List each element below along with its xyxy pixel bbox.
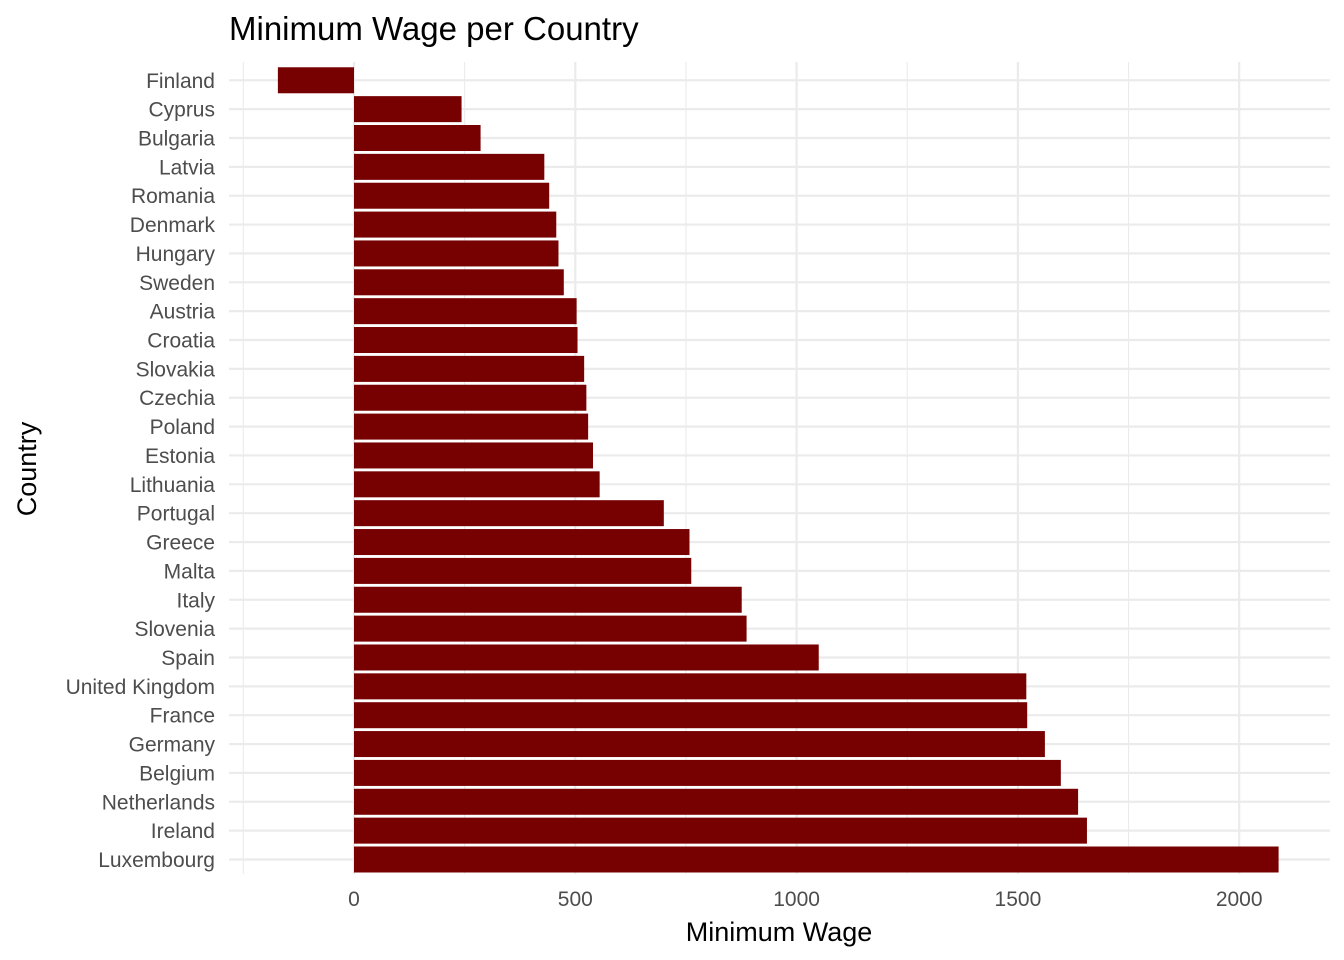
y-tick-label: Estonia xyxy=(145,445,215,468)
x-axis-title: Minimum Wage xyxy=(686,917,873,947)
bar xyxy=(354,153,545,180)
y-tick-label: Sweden xyxy=(139,272,215,295)
bar xyxy=(354,644,819,671)
bar xyxy=(354,731,1045,758)
bar xyxy=(354,125,481,151)
y-tick-label: Malta xyxy=(164,560,216,583)
x-tick-label: 1000 xyxy=(773,888,820,911)
y-tick-label: Czechia xyxy=(139,387,215,410)
y-tick-label: Luxembourg xyxy=(98,849,215,872)
y-tick-label: Greece xyxy=(146,532,215,555)
bar xyxy=(354,211,557,238)
y-tick-label: Netherlands xyxy=(102,791,215,814)
y-tick-label: France xyxy=(150,705,215,728)
bar xyxy=(354,673,1027,700)
y-tick-label: Italy xyxy=(176,589,215,612)
y-tick-label: Bulgaria xyxy=(138,128,215,151)
bar xyxy=(354,269,564,296)
y-axis-tick-labels: Luxembourg Ireland Netherlands Belgium Germa… xyxy=(66,70,216,872)
y-tick-label: Belgium xyxy=(139,762,215,785)
bar xyxy=(354,355,585,382)
bar xyxy=(354,846,1279,873)
bar xyxy=(354,586,742,613)
bar xyxy=(354,529,690,556)
bar xyxy=(354,298,577,325)
y-tick-label: Romania xyxy=(131,185,215,208)
bar xyxy=(354,788,1079,815)
bar xyxy=(354,471,600,498)
bar xyxy=(354,615,747,642)
y-tick-label: Lithuania xyxy=(130,474,216,497)
x-tick-label: 2000 xyxy=(1216,888,1263,911)
bar xyxy=(354,182,550,209)
y-tick-label: Spain xyxy=(161,647,215,670)
y-axis-title: Country xyxy=(12,421,42,516)
y-tick-label: Finland xyxy=(146,70,215,93)
bar xyxy=(354,96,462,123)
y-tick-label: Cyprus xyxy=(148,99,215,122)
bar xyxy=(277,67,354,94)
bar xyxy=(354,384,587,411)
y-tick-label: Poland xyxy=(150,416,215,439)
y-tick-label: Ireland xyxy=(151,820,215,843)
bar xyxy=(354,500,664,527)
y-tick-label: Portugal xyxy=(137,503,215,526)
bars xyxy=(277,67,1279,873)
bar xyxy=(354,557,692,584)
bar xyxy=(354,442,594,469)
bar xyxy=(354,702,1028,729)
x-tick-label: 1500 xyxy=(995,888,1042,911)
bar xyxy=(354,413,589,440)
y-tick-label: Germany xyxy=(129,734,216,757)
y-tick-label: Hungary xyxy=(136,243,216,266)
x-tick-label: 0 xyxy=(348,888,360,911)
bar xyxy=(354,759,1061,786)
bar xyxy=(354,817,1087,844)
y-tick-label: Denmark xyxy=(130,214,216,237)
bar xyxy=(354,327,578,354)
y-tick-label: Austria xyxy=(150,301,216,324)
bar xyxy=(354,240,559,267)
y-tick-label: Latvia xyxy=(159,156,215,179)
y-tick-label: Slovenia xyxy=(134,618,215,641)
x-axis-tick-labels: 0 500 1000 1500 2000 xyxy=(348,888,1262,911)
chart-title: Minimum Wage per Country xyxy=(229,10,639,47)
x-tick-label: 500 xyxy=(558,888,593,911)
y-tick-label: United Kingdom xyxy=(66,676,215,699)
y-tick-label: Croatia xyxy=(147,330,215,353)
y-tick-label: Slovakia xyxy=(136,358,216,381)
